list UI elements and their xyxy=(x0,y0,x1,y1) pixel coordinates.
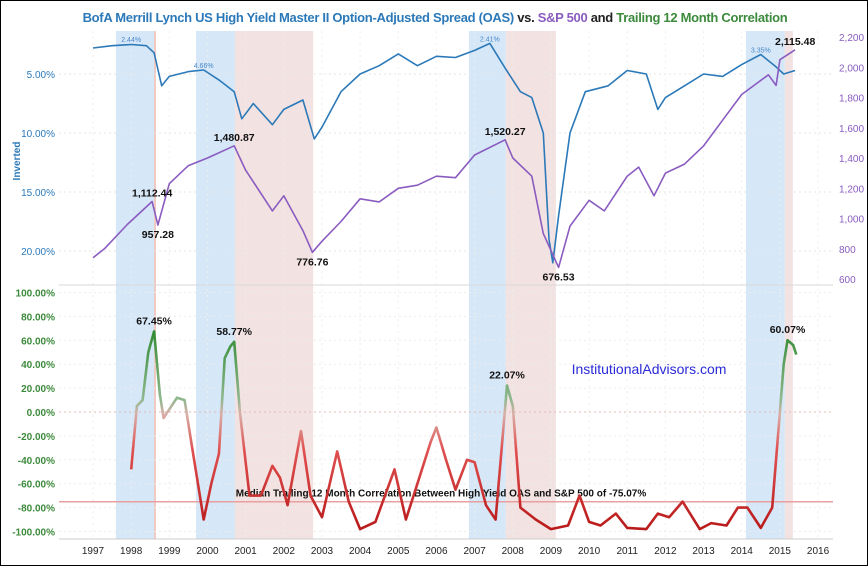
right-axis-tick-label: 1,200 xyxy=(839,184,864,195)
oas-data-label: 3.35% xyxy=(751,48,771,55)
x-axis-tick-label: 2005 xyxy=(387,546,410,557)
x-axis-tick-label: 2013 xyxy=(692,546,715,557)
x-axis-tick-label: 2007 xyxy=(463,546,486,557)
right-axis-tick-label: 1,800 xyxy=(839,94,864,105)
spx-data-label: 1,480.87 xyxy=(214,132,255,144)
right-axis-tick-label: 1,600 xyxy=(839,124,864,135)
title-correlation: Trailing 12 Month Correlation xyxy=(616,10,788,25)
left-axis-tick-label: 10.00% xyxy=(21,129,55,140)
correlation-axis-tick-label: 20.00% xyxy=(21,384,55,395)
title-spx: S&P 500 xyxy=(537,10,588,25)
x-axis-tick-label: 2015 xyxy=(769,546,792,557)
spx-data-label: 1,520.27 xyxy=(485,126,526,138)
correlation-axis-tick-label: -100.00% xyxy=(12,528,55,539)
title-vs: vs. xyxy=(513,10,538,25)
x-axis-tick-label: 2000 xyxy=(196,546,219,557)
left-axis-tick-label: 5.00% xyxy=(27,70,55,81)
x-axis-tick-label: 2016 xyxy=(807,546,830,557)
x-axis-tick-label: 2011 xyxy=(616,546,638,557)
correlation-axis-tick-label: -40.00% xyxy=(18,456,55,467)
spx-data-label: 2,115.48 xyxy=(775,36,815,48)
spx-data-label: 776.76 xyxy=(296,256,328,268)
oas-data-label: 4.66% xyxy=(194,63,214,70)
right-axis-tick-label: 600 xyxy=(839,275,856,286)
correlation-axis-tick-label: 0.00% xyxy=(27,408,55,419)
right-axis-tick-label: 800 xyxy=(839,245,856,256)
x-axis-tick-label: 2003 xyxy=(311,546,334,557)
correlation-data-label: 60.07% xyxy=(770,324,806,336)
x-axis-tick-label: 2008 xyxy=(502,546,525,557)
x-axis-tick-label: 1999 xyxy=(158,546,181,557)
spx-line xyxy=(92,49,796,269)
right-axis-tick-label: 2,200 xyxy=(839,33,864,44)
right-axis-tick-label: 1,400 xyxy=(839,154,864,165)
correlation-data-label: 22.07% xyxy=(489,370,525,382)
left-axis-label: Inverted xyxy=(12,142,23,181)
x-axis-tick-label: 2012 xyxy=(654,546,677,557)
correlation-axis-tick-label: -20.00% xyxy=(18,432,55,443)
right-axis-tick-label: 1,000 xyxy=(839,215,864,226)
correlation-data-label: 58.77% xyxy=(216,326,252,338)
correlation-axis-tick-label: 100.00% xyxy=(16,289,56,300)
x-axis-tick-label: 2001 xyxy=(235,546,258,557)
x-axis-tick-label: 2010 xyxy=(578,546,601,557)
watermark: InstitutionalAdvisors.com xyxy=(572,361,727,377)
oas-data-label: 2.41% xyxy=(480,36,500,43)
left-axis-tick-label: 20.00% xyxy=(21,247,55,258)
correlation-line xyxy=(129,330,798,531)
x-axis-tick-label: 1997 xyxy=(82,546,105,557)
title-and: and xyxy=(587,10,617,25)
x-axis-tick-label: 2006 xyxy=(425,546,448,557)
left-axis-tick-label: 15.00% xyxy=(21,188,55,199)
correlation-data-label: 67.45% xyxy=(136,315,172,327)
correlation-axis-tick-label: -60.00% xyxy=(18,480,55,491)
correlation-axis-tick-label: 40.00% xyxy=(21,360,55,371)
x-axis-tick-label: 2004 xyxy=(349,546,372,557)
right-axis-tick-label: 2,000 xyxy=(839,63,864,74)
median-reference-label: Median Trailing 12 Month Correlation Bet… xyxy=(236,489,647,500)
x-axis-tick-label: 2002 xyxy=(273,546,296,557)
correlation-axis-tick-label: 80.00% xyxy=(21,312,55,323)
x-axis-tick-label: 2014 xyxy=(731,546,754,557)
x-axis-tick-label: 2009 xyxy=(540,546,563,557)
correlation-axis-tick-label: 60.00% xyxy=(21,336,55,347)
chart-title: BofA Merrill Lynch US High Yield Master … xyxy=(1,10,867,25)
spx-data-label: 676.53 xyxy=(542,271,574,283)
spx-data-label: 1,112.44 xyxy=(132,187,172,199)
x-axis-tick-label: 1998 xyxy=(120,546,143,557)
correlation-axis-tick-label: -80.00% xyxy=(18,504,55,515)
spx-data-label: 957.28 xyxy=(142,229,174,241)
oas-line xyxy=(92,42,796,264)
oas-data-label: 2.44% xyxy=(121,37,141,44)
title-oas: BofA Merrill Lynch US High Yield Master … xyxy=(82,10,515,25)
